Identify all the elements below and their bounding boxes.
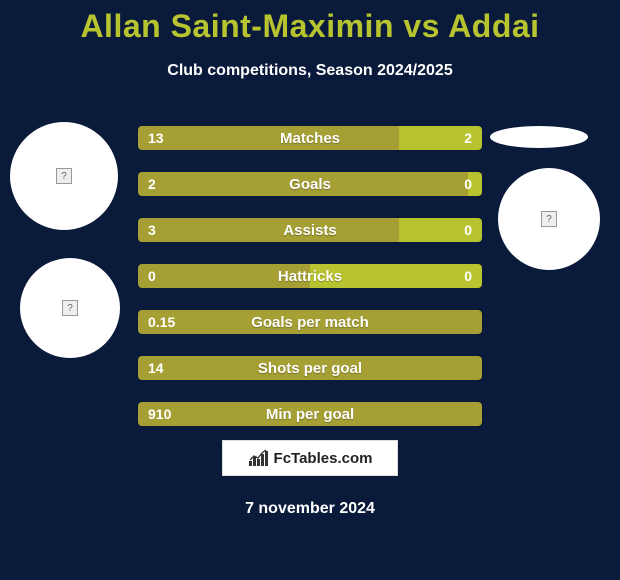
stat-bar: Matches13 2 [138, 126, 482, 150]
stat-bar-label: Matches [138, 126, 482, 150]
stat-value-right: 0 [464, 264, 472, 288]
stat-value-left: 0 [148, 264, 156, 288]
stat-bar: Hattricks0 0 [138, 264, 482, 288]
stat-bar-label: Goals [138, 172, 482, 196]
brand-badge: FcTables.com [222, 440, 398, 476]
brand-chart-icon [248, 449, 270, 467]
stat-value-left: 910 [148, 402, 171, 426]
stat-value-left: 3 [148, 218, 156, 242]
stat-bar-label: Min per goal [138, 402, 482, 426]
stat-bar: Shots per goal14 [138, 356, 482, 380]
stat-bar-label: Assists [138, 218, 482, 242]
stat-bar: Goals per match0.15 [138, 310, 482, 334]
stat-value-left: 0.15 [148, 310, 175, 334]
stat-value-left: 2 [148, 172, 156, 196]
stat-bar: Assists3 0 [138, 218, 482, 242]
footer-date: 7 november 2024 [0, 500, 620, 518]
stat-value-right: 0 [464, 172, 472, 196]
stat-value-right: 0 [464, 218, 472, 242]
brand-text: FcTables.com [274, 450, 373, 467]
comparison-bars: Matches132Goals20Assists30Hattricks00Goa… [138, 126, 482, 448]
page-subtitle: Club competitions, Season 2024/2025 [0, 62, 620, 80]
stat-value-right: 2 [464, 126, 472, 150]
page-title: Allan Saint-Maximin vs Addai [0, 8, 620, 45]
stat-bar: Goals2 0 [138, 172, 482, 196]
stat-bar-label: Shots per goal [138, 356, 482, 380]
stat-value-left: 13 [148, 126, 164, 150]
stat-bar: Min per goal910 [138, 402, 482, 426]
stat-bar-label: Goals per match [138, 310, 482, 334]
stat-bar-label: Hattricks [138, 264, 482, 288]
stat-value-left: 14 [148, 356, 164, 380]
